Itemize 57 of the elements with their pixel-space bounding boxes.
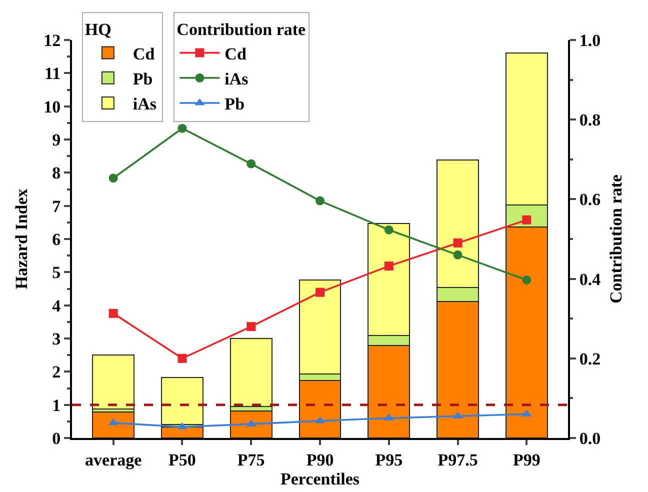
point	[108, 174, 118, 183]
y2-tick-label: 1.0	[579, 30, 601, 50]
y-tick-label: 6	[52, 230, 61, 249]
text: HQ	[84, 20, 112, 40]
y-tick-label: 3	[52, 329, 61, 348]
y2-axis-title: Contribution rate	[606, 174, 626, 304]
y2-tick-label: 0.0	[579, 428, 601, 448]
bar	[161, 426, 204, 438]
y2-tick-label: 0.2	[579, 349, 601, 368]
y2-tick-label: 0.6	[579, 190, 601, 210]
x-tick-label: P99	[512, 450, 540, 470]
y-tick-label: 4	[52, 296, 62, 316]
y-tick-label: 11	[44, 64, 61, 84]
point	[384, 262, 394, 271]
legend-label: Pb	[132, 70, 153, 89]
point	[384, 225, 394, 234]
y-tick-label: 2	[52, 362, 61, 382]
point	[522, 215, 532, 224]
y-tick-label: 10	[44, 97, 61, 116]
y-tick-label: 9	[52, 130, 61, 150]
x-axis-title: Percentiles	[280, 469, 360, 488]
point	[316, 288, 324, 297]
point	[316, 196, 324, 206]
y-tick-label: 1	[52, 396, 61, 415]
point	[453, 238, 462, 248]
point	[246, 159, 256, 168]
x-tick-label: average	[85, 450, 142, 470]
bar	[92, 412, 134, 438]
y-tick-label: 8	[52, 164, 61, 183]
legend-label: iAs	[224, 70, 249, 89]
point	[246, 322, 256, 332]
bar	[161, 376, 204, 426]
legend-label: Cd	[224, 44, 247, 64]
x-tick-label: P90	[306, 450, 334, 470]
point	[178, 354, 187, 363]
x-tick-label: P75	[237, 450, 265, 470]
text: Contribution rate	[176, 20, 306, 40]
bar	[92, 354, 134, 410]
y-tick-label: 5	[52, 263, 61, 282]
x-tick-label: P95	[375, 450, 403, 470]
point	[178, 124, 187, 133]
y2-tick-label: 0.4	[579, 270, 602, 289]
legend-label: Pb	[224, 94, 245, 114]
point	[177, 422, 188, 430]
x-tick-label: P97.5	[438, 450, 478, 470]
legend-label: iAs	[132, 94, 157, 114]
legend-label: Cd	[132, 44, 156, 64]
bar	[230, 410, 272, 438]
y-tick-label: 0	[52, 428, 61, 448]
x-tick-label: P50	[168, 450, 196, 470]
y2-tick-label: 0.8	[579, 110, 601, 130]
y-axis-title: Hazard Index	[12, 188, 31, 290]
point	[522, 275, 532, 284]
point	[108, 308, 118, 318]
y-tick-label: 7	[52, 196, 62, 216]
y-tick-label: 12	[44, 30, 61, 50]
point	[453, 250, 462, 260]
